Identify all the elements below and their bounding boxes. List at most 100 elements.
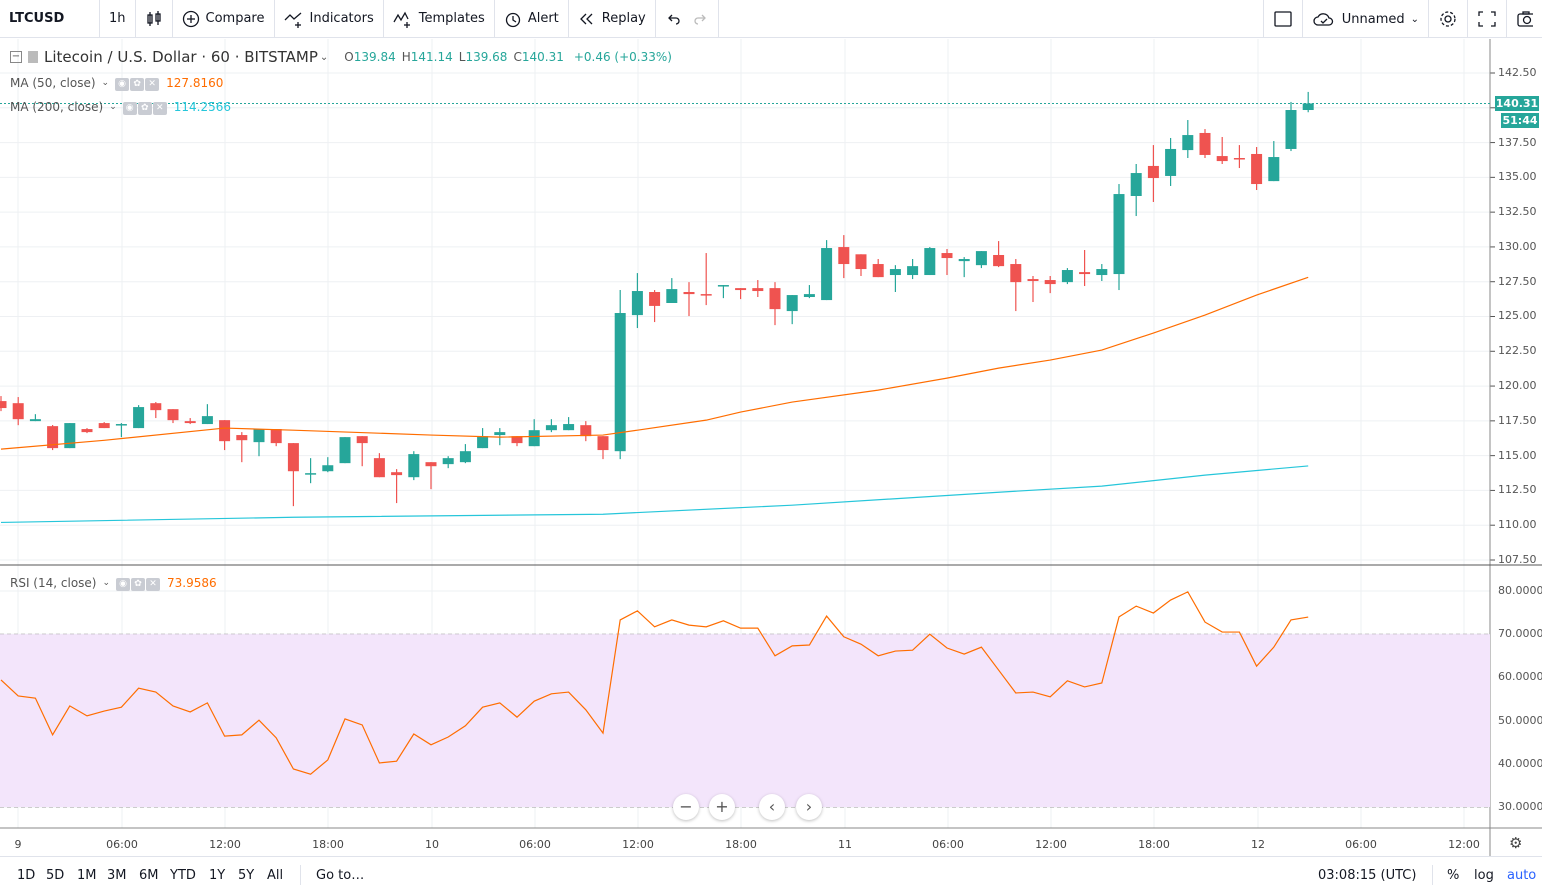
- compare-button[interactable]: Compare: [173, 0, 275, 38]
- replay-button[interactable]: Replay: [569, 0, 656, 38]
- gear-icon[interactable]: ✿: [137, 102, 152, 115]
- zoom-in-button[interactable]: +: [709, 794, 735, 820]
- indicators-icon: [284, 12, 301, 28]
- candle-up: [253, 429, 265, 443]
- indicators-button[interactable]: Indicators: [275, 0, 384, 38]
- chart-canvas[interactable]: [0, 39, 1542, 856]
- percent-toggle[interactable]: %: [1447, 868, 1460, 883]
- rsi-label[interactable]: RSI (14, close): [10, 576, 97, 590]
- ma50-label[interactable]: MA (50, close): [10, 76, 96, 90]
- rsi-tick-label: 50.0000: [1498, 713, 1542, 727]
- time-tick-label: 9: [14, 838, 22, 851]
- candle-up: [1096, 269, 1108, 276]
- time-tick-label: 06:00: [519, 838, 551, 851]
- gear-icon[interactable]: ✿: [130, 78, 145, 91]
- close-icon[interactable]: ✕: [146, 578, 161, 591]
- range-1m[interactable]: 1M: [77, 868, 97, 883]
- eye-icon[interactable]: ◉: [122, 102, 137, 115]
- low-value: 139.68: [465, 49, 508, 64]
- eye-icon[interactable]: ◉: [116, 578, 131, 591]
- scroll-right-button[interactable]: ›: [796, 794, 822, 820]
- candle-down: [287, 443, 299, 472]
- price-tick-label: 107.50: [1498, 552, 1537, 566]
- chevron-down-icon[interactable]: ⌄: [109, 102, 117, 112]
- range-6m[interactable]: 6M: [139, 868, 159, 883]
- candle-down: [735, 288, 747, 291]
- last-price-label: 140.31: [1495, 96, 1539, 111]
- candle-down: [838, 247, 850, 265]
- layout-name: Unnamed: [1341, 11, 1405, 27]
- eye-icon[interactable]: ◉: [115, 78, 130, 91]
- alert-button[interactable]: Alert: [495, 0, 569, 38]
- candle-up: [1268, 157, 1280, 182]
- auto-toggle[interactable]: auto: [1507, 868, 1537, 883]
- price-tick-label: 132.50: [1498, 205, 1537, 219]
- candle-up: [201, 416, 213, 425]
- settings-gear-icon[interactable]: ⚙: [1509, 834, 1523, 852]
- candle-up: [907, 266, 919, 276]
- gear-icon: [1440, 11, 1456, 27]
- range-1y[interactable]: 1Y: [209, 868, 226, 883]
- rsi-tick-label: 80.0000: [1498, 584, 1542, 597]
- range-5d[interactable]: 5D: [46, 868, 65, 883]
- candle-up: [924, 248, 936, 276]
- candle-down: [1079, 272, 1091, 275]
- ma50-value: 127.8160: [166, 76, 224, 90]
- candle-down: [1010, 264, 1022, 283]
- ma50-line: [0, 276, 1309, 450]
- price-tick-label: 130.00: [1498, 239, 1537, 253]
- candle-down: [752, 288, 764, 292]
- price-tick-label: 112.50: [1498, 483, 1537, 497]
- interval-button[interactable]: 1h: [100, 0, 136, 38]
- gear-icon[interactable]: ✿: [131, 578, 146, 591]
- open-value: 139.84: [353, 49, 396, 64]
- candle-up: [305, 473, 317, 475]
- range-5y[interactable]: 5Y: [238, 868, 255, 883]
- chevron-down-icon[interactable]: ⌄: [101, 78, 110, 88]
- ma200-label[interactable]: MA (200, close): [10, 100, 104, 114]
- chevron-down-icon[interactable]: ⌄: [102, 578, 111, 588]
- settings-button[interactable]: [1428, 0, 1467, 38]
- candle-down: [236, 435, 248, 441]
- change-value: +0.46 (+0.33%): [573, 50, 672, 64]
- range-1d[interactable]: 1D: [17, 868, 36, 883]
- range-3m[interactable]: 3M: [107, 868, 127, 883]
- candle-down: [47, 426, 59, 449]
- fullscreen-button[interactable]: [1467, 0, 1506, 38]
- replay-label: Replay: [601, 11, 646, 26]
- select-layout-button[interactable]: [1262, 0, 1302, 38]
- clock[interactable]: 03:08:15 (UTC): [1318, 868, 1417, 883]
- templates-button[interactable]: Templates: [384, 0, 495, 38]
- symbol-search[interactable]: LTCUSD: [0, 0, 100, 38]
- candle-down: [872, 264, 884, 278]
- snapshot-button[interactable]: [1506, 0, 1542, 38]
- chevron-down-icon[interactable]: ⌄: [319, 51, 329, 63]
- log-toggle[interactable]: log: [1474, 868, 1494, 883]
- undo-icon[interactable]: [665, 11, 681, 27]
- close-icon[interactable]: ✕: [152, 102, 167, 115]
- symbol-title[interactable]: Litecoin / U.S. Dollar · 60 · BITSTAMP: [44, 48, 318, 66]
- goto-button[interactable]: Go to…: [316, 868, 365, 883]
- candle-up: [1302, 103, 1314, 111]
- zoom-out-button[interactable]: −: [673, 794, 699, 820]
- save-layout-button[interactable]: Unnamed ⌄: [1301, 0, 1428, 38]
- range-all[interactable]: All: [267, 868, 284, 883]
- scroll-left-button[interactable]: ‹: [759, 794, 785, 820]
- collapse-icon[interactable]: −: [10, 51, 22, 63]
- candle-up: [1130, 173, 1142, 196]
- price-tick-label: 142.50: [1498, 66, 1537, 79]
- rsi-legend: RSI (14, close) ⌄ ◉ ✿ ✕ 73.9586: [10, 575, 217, 591]
- range-ytd[interactable]: YTD: [170, 868, 196, 883]
- candle-up: [322, 465, 334, 472]
- candle-up: [133, 407, 145, 429]
- candle-down: [941, 253, 953, 259]
- candle-up: [494, 432, 506, 436]
- redo-icon[interactable]: [693, 11, 709, 27]
- chart-type-button[interactable]: [136, 0, 173, 38]
- candle-down: [769, 288, 781, 310]
- candle-down: [1147, 165, 1159, 179]
- close-icon[interactable]: ✕: [145, 78, 160, 91]
- candle-down: [580, 425, 592, 437]
- price-tick-label: 122.50: [1498, 344, 1537, 358]
- candle-down: [356, 436, 368, 444]
